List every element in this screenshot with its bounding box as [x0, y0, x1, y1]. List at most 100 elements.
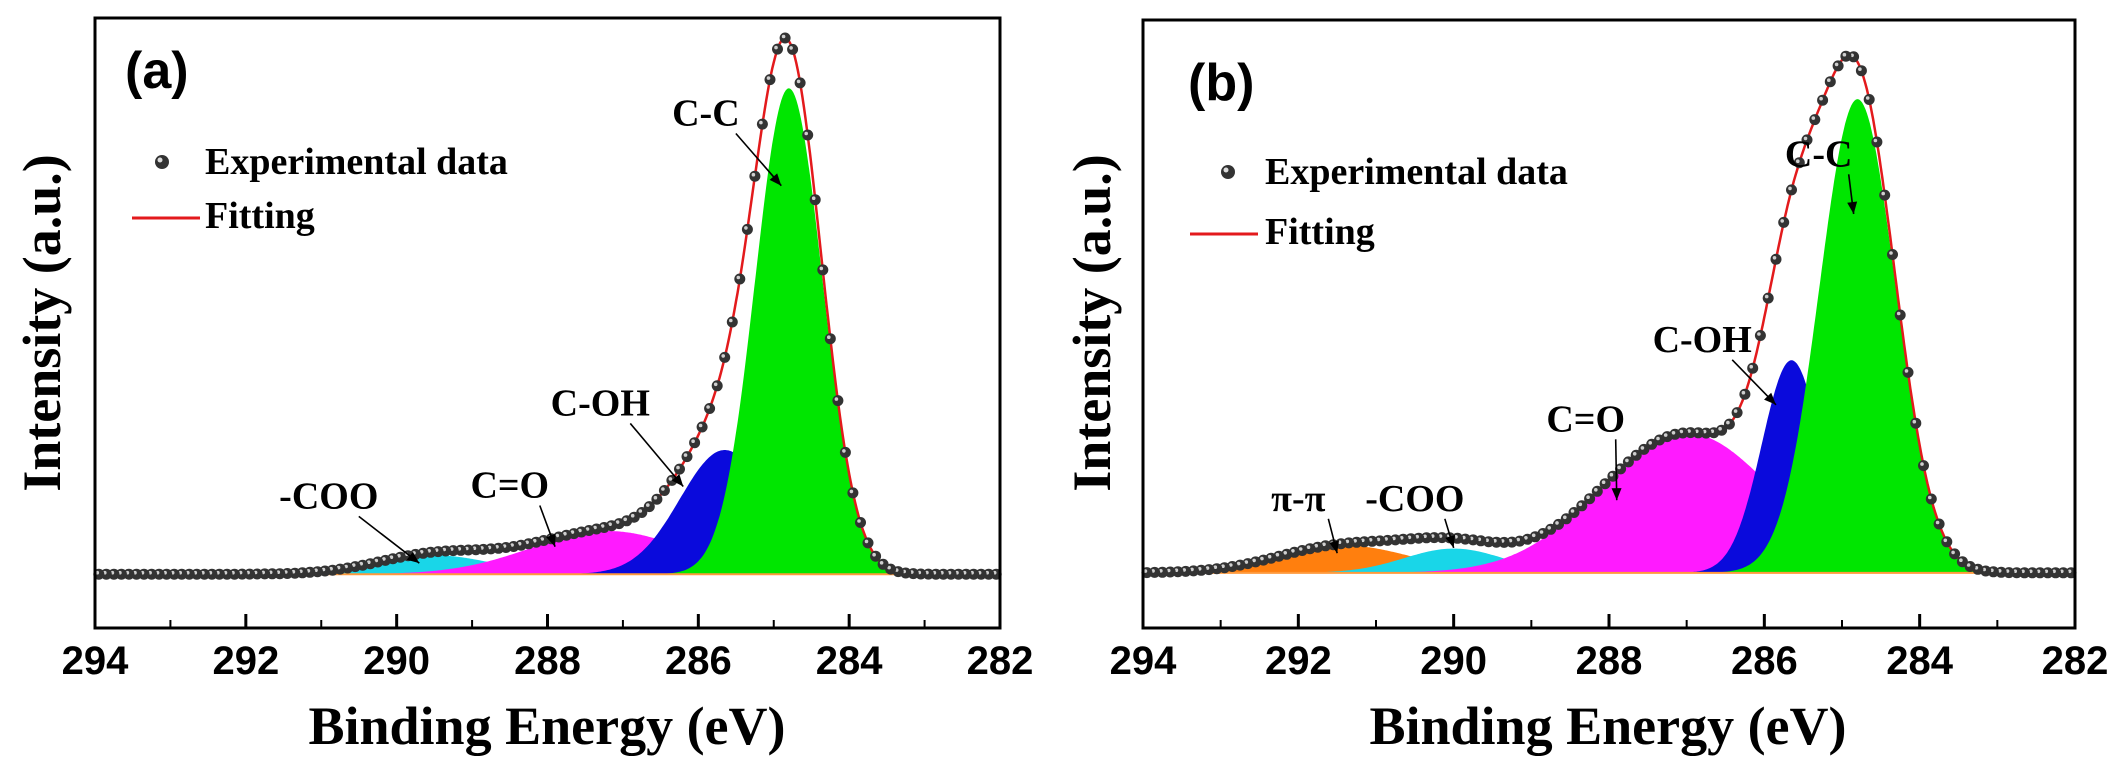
data-point — [681, 451, 693, 463]
data-point-highlight — [1190, 567, 1194, 572]
annotation-arrow — [358, 515, 420, 564]
data-point-highlight — [1671, 431, 1676, 435]
annotation-label: C-OH — [551, 382, 650, 424]
data-point — [855, 517, 866, 528]
annotation-arrowhead — [769, 173, 782, 186]
data-point-highlight — [351, 563, 356, 567]
data-point-highlight — [1213, 565, 1218, 569]
data-point-highlight — [1764, 294, 1769, 299]
data-point-highlight — [796, 79, 801, 84]
data-point — [1832, 60, 1844, 72]
data-point — [847, 487, 859, 499]
panel-b-x-ticks: 294 292 290 288 286 284 282 — [1110, 614, 2108, 683]
panel-a-x-ticks: 294 292 290 288 286 284 282 — [62, 614, 1033, 683]
data-point-highlight — [367, 560, 371, 564]
data-point-highlight — [1539, 530, 1544, 534]
annotation-label: C-C — [672, 93, 740, 135]
panel-a-label: (a) — [125, 42, 189, 100]
data-point-highlight — [1896, 311, 1901, 316]
data-point-highlight — [819, 266, 824, 271]
data-point — [1887, 249, 1898, 260]
data-point-highlight — [887, 565, 891, 570]
data-point-highlight — [1531, 533, 1536, 538]
data-point — [1925, 493, 1937, 505]
data-point-highlight — [706, 405, 710, 409]
annotation-label: C=O — [470, 464, 549, 506]
data-point-highlight — [1260, 556, 1264, 561]
data-point-highlight — [1415, 534, 1419, 539]
data-point-highlight — [1733, 409, 1738, 413]
legend-fitting-label: Fitting — [205, 195, 315, 237]
data-point-highlight — [827, 335, 831, 340]
data-point-highlight — [1873, 138, 1878, 143]
data-point-highlight — [570, 530, 575, 534]
panel-a-annotations: C-C C-OHC=O -COO — [279, 93, 782, 564]
data-point — [1949, 548, 1961, 560]
panel-b-legend: Experimental data Fitting — [1190, 151, 1568, 253]
data-point — [1762, 292, 1774, 304]
annotation-arrowhead — [1445, 534, 1455, 548]
data-point — [749, 170, 761, 182]
data-point-highlight — [759, 120, 763, 125]
data-point — [704, 403, 716, 414]
data-point-highlight — [1834, 62, 1839, 67]
data-point — [1855, 65, 1867, 77]
data-point-highlight — [1267, 554, 1272, 559]
data-point — [1918, 460, 1929, 472]
data-point-highlight — [1252, 558, 1256, 563]
data-point-highlight — [630, 513, 635, 518]
data-point-highlight — [744, 226, 748, 230]
data-point-highlight — [1803, 136, 1808, 141]
component-coo-area — [1143, 548, 2075, 573]
annotation-label: C-OH — [1653, 319, 1752, 361]
data-point-highlight — [1842, 52, 1847, 57]
panel-b-plot-area — [1141, 50, 2077, 579]
data-point — [1817, 94, 1829, 106]
data-point-highlight — [608, 522, 612, 526]
data-point-highlight — [1912, 419, 1917, 424]
data-point-highlight — [1726, 420, 1730, 425]
x-tick-label: 284 — [816, 639, 883, 683]
data-point-highlight — [1625, 458, 1629, 463]
data-point-highlight — [1741, 390, 1746, 395]
data-point-highlight — [1959, 558, 1963, 562]
data-point — [794, 77, 806, 89]
data-point-highlight — [1943, 538, 1948, 543]
data-point-highlight — [1780, 219, 1784, 223]
data-point — [1739, 388, 1751, 400]
x-tick-label: 290 — [1420, 639, 1487, 683]
legend-experimental-label: Experimental data — [1265, 151, 1568, 193]
data-point-highlight — [1796, 159, 1800, 163]
annotation-label: π-π — [1271, 478, 1325, 520]
data-point-highlight — [382, 557, 386, 561]
data-point-highlight — [585, 527, 590, 531]
legend-dot-highlight — [1223, 167, 1229, 173]
data-point-highlight — [842, 449, 846, 453]
component-co-area — [1143, 433, 2075, 573]
data-point-highlight — [1524, 536, 1528, 540]
data-point-highlight — [1858, 67, 1862, 71]
data-point-highlight — [1601, 480, 1606, 485]
data-point-highlight — [1928, 495, 1932, 500]
data-point-highlight — [683, 453, 688, 457]
data-point — [1956, 556, 1968, 568]
data-point-highlight — [751, 172, 756, 177]
data-point-highlight — [555, 533, 560, 538]
data-point-highlight — [729, 318, 733, 323]
data-point — [809, 194, 821, 206]
data-point-highlight — [721, 354, 725, 358]
panel-b-label: (b) — [1188, 54, 1254, 112]
data-point — [1941, 536, 1953, 548]
data-point-highlight — [1291, 549, 1295, 553]
data-point-highlight — [1205, 566, 1210, 570]
data-point-highlight — [397, 553, 401, 558]
data-point-highlight — [1345, 539, 1350, 544]
legend-dot-icon — [155, 155, 169, 169]
data-point-highlight — [1229, 563, 1233, 567]
data-point — [726, 316, 738, 328]
data-point-highlight — [1772, 255, 1777, 260]
data-point-highlight — [1679, 429, 1684, 434]
data-point-highlight — [849, 489, 854, 494]
data-point — [1809, 114, 1821, 126]
data-point-highlight — [1935, 520, 1940, 525]
